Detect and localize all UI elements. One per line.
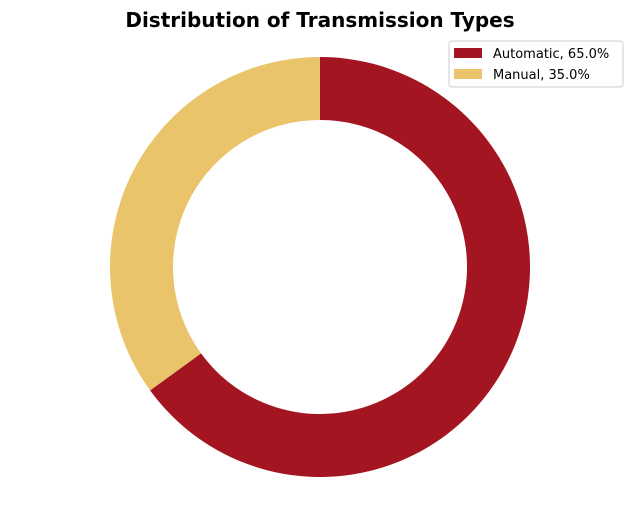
donut-slice-manual bbox=[109, 57, 320, 391]
legend-frame bbox=[448, 40, 624, 88]
legend-swatch-automatic bbox=[454, 48, 482, 58]
legend-label-automatic: Automatic, 65.0% bbox=[493, 47, 609, 62]
legend-swatch-manual bbox=[454, 69, 482, 79]
donut-slices bbox=[109, 57, 530, 477]
donut-slice-automatic bbox=[150, 57, 530, 477]
legend: Automatic, 65.0% Manual, 35.0% bbox=[448, 40, 624, 88]
legend-label-manual: Manual, 35.0% bbox=[493, 68, 590, 83]
chart-title: Distribution of Transmission Types bbox=[125, 8, 515, 32]
